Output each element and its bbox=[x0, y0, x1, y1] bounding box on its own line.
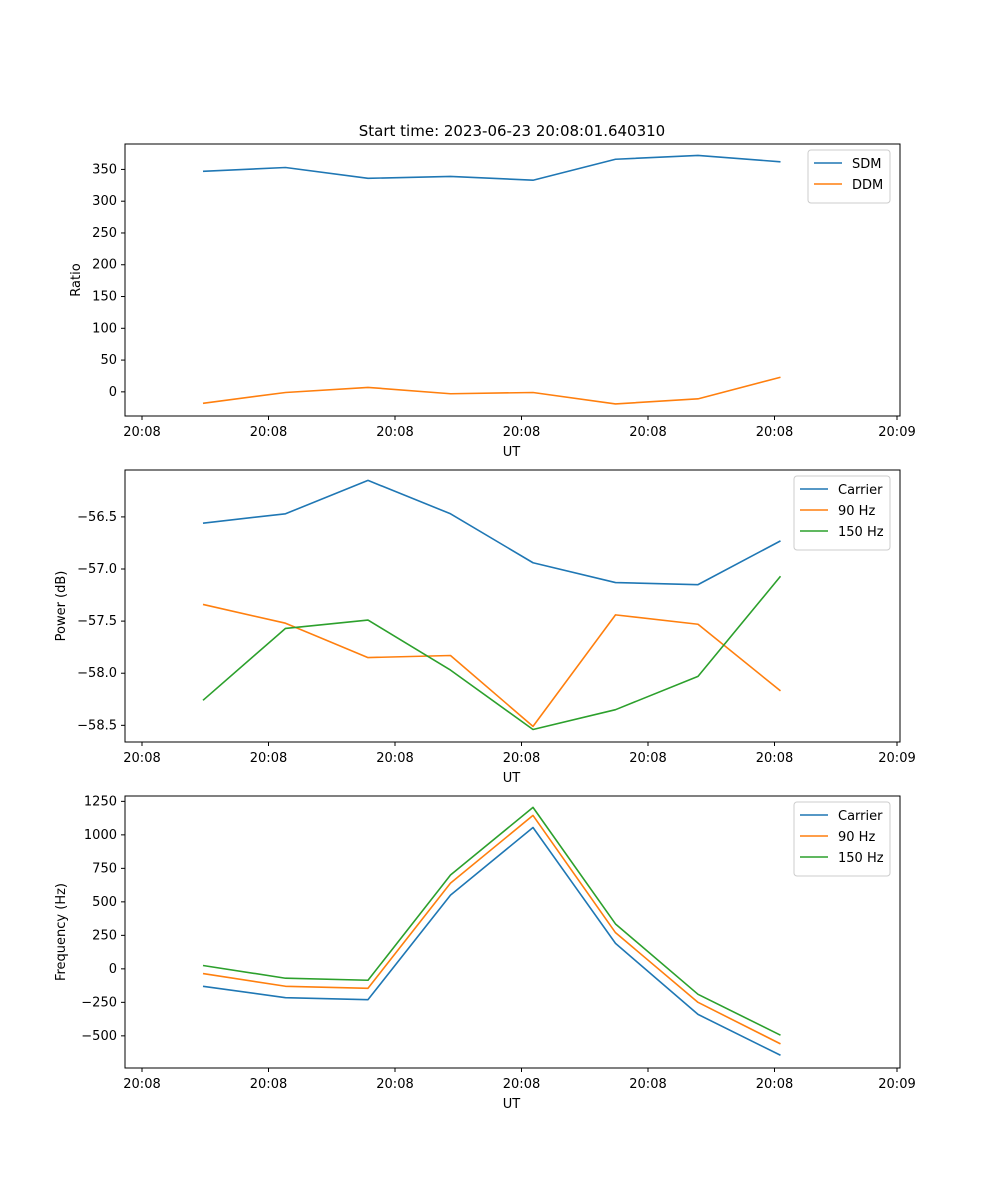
legend: Carrier 90 Hz 150 Hz bbox=[793, 801, 891, 877]
legend: Carrier 90 Hz 150 Hz bbox=[793, 475, 891, 551]
panel-3: 1250 1000 750 500 250 0 −250 −500 20:08 20:08 20:0… bbox=[54, 794, 916, 1112]
y-tick-label: 200 bbox=[92, 258, 117, 273]
y-tick-label: 150 bbox=[92, 290, 117, 305]
series-line-carrier bbox=[202, 826, 781, 1056]
y-tick-label: 100 bbox=[92, 321, 117, 336]
y-tick-label: −58.5 bbox=[77, 718, 117, 733]
y-tick-label: 250 bbox=[92, 928, 117, 943]
x-tick-label: 20:08 bbox=[629, 751, 666, 766]
legend: SDM DDM bbox=[807, 149, 891, 204]
y-tick-label: −250 bbox=[81, 995, 117, 1010]
x-tick-label: 20:08 bbox=[756, 425, 793, 440]
x-tick-label: 20:08 bbox=[376, 425, 413, 440]
x-tick-label: 20:08 bbox=[250, 751, 287, 766]
panels: 0 50 100 150 200 250 300 350 20:08 20:08 20:08 20:0… bbox=[54, 143, 916, 1112]
y-axis-label: Frequency (Hz) bbox=[54, 883, 69, 981]
legend-label: Carrier bbox=[838, 809, 883, 824]
x-tick-label: 20:08 bbox=[503, 425, 540, 440]
chart-title: Start time: 2023-06-23 20:08:01.640310 bbox=[359, 122, 665, 140]
axes-frame bbox=[124, 143, 901, 417]
x-tick-label: 20:08 bbox=[123, 1077, 160, 1092]
axes-frame bbox=[124, 469, 901, 743]
x-axis-label: UT bbox=[503, 771, 521, 786]
y-tick-label: −57.5 bbox=[77, 614, 117, 629]
y-axis-label: Ratio bbox=[69, 263, 84, 296]
legend-label: DDM bbox=[852, 178, 883, 193]
x-tick-label: 20:08 bbox=[376, 751, 413, 766]
legend-label: 150 Hz bbox=[838, 525, 884, 540]
series-line-150-hz bbox=[202, 806, 781, 1036]
y-tick-label: 0 bbox=[109, 385, 117, 400]
y-tick-label: 350 bbox=[92, 162, 117, 177]
y-tick-label: −58.0 bbox=[77, 666, 117, 681]
x-tick-label: 20:08 bbox=[503, 751, 540, 766]
x-tick-label: 20:09 bbox=[878, 751, 915, 766]
y-tick-label: 750 bbox=[92, 861, 117, 876]
x-axis-label: UT bbox=[503, 445, 521, 460]
legend-label: 90 Hz bbox=[838, 504, 875, 519]
x-tick-label: 20:08 bbox=[123, 751, 160, 766]
series-line-ddm bbox=[202, 376, 781, 405]
x-tick-label: 20:08 bbox=[250, 1077, 287, 1092]
y-tick-label: 0 bbox=[109, 962, 117, 977]
panel-2: −56.5 −57.0 −57.5 −58.0 −58.5 20:08 20:08 20:08… bbox=[54, 469, 916, 786]
y-tick-label: 1000 bbox=[84, 828, 117, 843]
y-tick-label: −56.5 bbox=[77, 510, 117, 525]
x-tick-label: 20:08 bbox=[756, 1077, 793, 1092]
axes-frame bbox=[124, 795, 901, 1069]
y-tick-label: −57.0 bbox=[77, 562, 117, 577]
series-line-90-hz bbox=[202, 603, 782, 728]
legend-label: Carrier bbox=[838, 483, 883, 498]
x-tick-label: 20:08 bbox=[756, 751, 793, 766]
series-line-sdm bbox=[202, 154, 781, 182]
x-tick-label: 20:08 bbox=[376, 1077, 413, 1092]
x-tick-label: 20:08 bbox=[503, 1077, 540, 1092]
x-tick-label: 20:08 bbox=[123, 425, 160, 440]
y-tick-label: 250 bbox=[92, 226, 117, 241]
series-line-carrier bbox=[202, 479, 781, 586]
legend-label: 90 Hz bbox=[838, 830, 875, 845]
y-tick-label: −500 bbox=[81, 1029, 117, 1044]
y-axis-label: Power (dB) bbox=[54, 571, 69, 642]
x-tick-label: 20:08 bbox=[629, 425, 666, 440]
panel-1: 0 50 100 150 200 250 300 350 20:08 20:08 20:08 20:0… bbox=[69, 143, 916, 460]
x-axis-label: UT bbox=[503, 1097, 521, 1112]
x-tick-label: 20:09 bbox=[878, 425, 915, 440]
y-tick-label: 50 bbox=[100, 353, 117, 368]
y-tick-label: 500 bbox=[92, 895, 117, 910]
series-line-90-hz bbox=[202, 814, 781, 1045]
legend-label: SDM bbox=[852, 157, 881, 172]
legend-label: 150 Hz bbox=[838, 851, 884, 866]
x-tick-label: 20:08 bbox=[629, 1077, 666, 1092]
series-line-150-hz bbox=[202, 575, 782, 731]
x-tick-label: 20:08 bbox=[250, 425, 287, 440]
y-tick-label: 300 bbox=[92, 194, 117, 209]
y-tick-label: 1250 bbox=[84, 794, 117, 809]
x-tick-label: 20:09 bbox=[878, 1077, 915, 1092]
